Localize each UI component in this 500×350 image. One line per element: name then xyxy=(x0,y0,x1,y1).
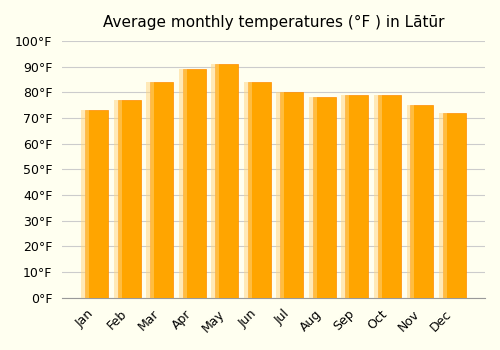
Bar xyxy=(118,100,141,298)
Bar xyxy=(280,92,303,298)
Bar xyxy=(146,82,154,298)
Bar xyxy=(443,113,466,298)
Bar xyxy=(342,95,349,298)
Bar xyxy=(179,69,187,298)
Bar xyxy=(212,64,220,298)
Bar xyxy=(86,110,108,298)
Bar xyxy=(276,92,284,298)
Bar xyxy=(216,64,238,298)
Bar xyxy=(406,105,414,298)
Bar xyxy=(82,110,90,298)
Bar xyxy=(374,95,382,298)
Title: Average monthly temperatures (°F ) in Lātūr: Average monthly temperatures (°F ) in Lā… xyxy=(103,15,444,30)
Bar xyxy=(313,97,336,298)
Bar xyxy=(244,82,252,298)
Bar xyxy=(410,105,434,298)
Bar xyxy=(183,69,206,298)
Bar xyxy=(439,113,447,298)
Bar xyxy=(114,100,122,298)
Bar xyxy=(346,95,368,298)
Bar xyxy=(309,97,317,298)
Bar xyxy=(248,82,270,298)
Bar xyxy=(150,82,173,298)
Bar xyxy=(378,95,400,298)
